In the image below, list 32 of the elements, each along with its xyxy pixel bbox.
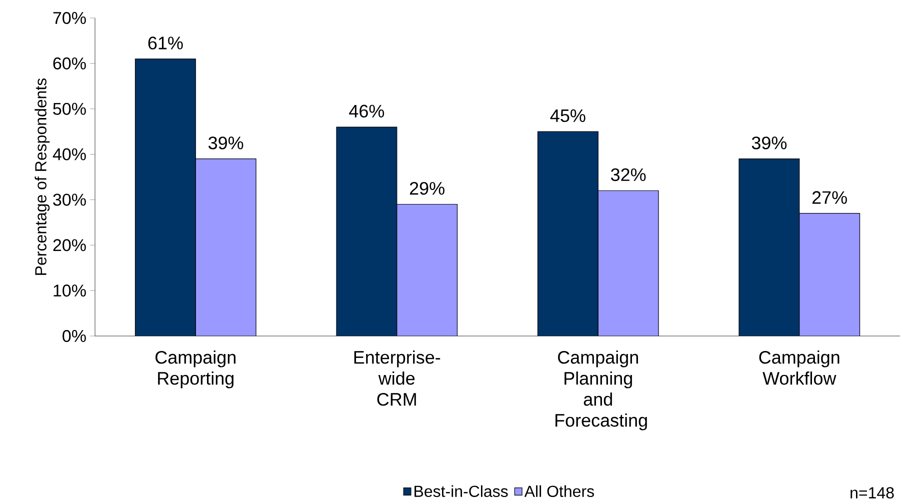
y-tick-label: 50% (53, 102, 86, 115)
bar (396, 204, 458, 336)
data-label: 45% (550, 109, 586, 122)
bar (598, 190, 659, 336)
x-tick-label: Campaign Reporting (156, 350, 236, 388)
y-axis-title: Percentage of Respondents (34, 78, 50, 275)
data-label: 61% (148, 36, 183, 50)
y-tick-label: 30% (53, 194, 86, 206)
data-label: 32% (610, 168, 646, 182)
bar (538, 132, 598, 336)
data-label: 39% (752, 136, 787, 150)
y-tick-label: 20% (53, 239, 86, 252)
bar (135, 58, 196, 336)
x-tick-label: Campaign Planning and Forecasting (556, 350, 647, 430)
bar (336, 127, 397, 336)
data-label: 27% (812, 191, 847, 204)
data-label: 46% (349, 104, 384, 118)
data-label: 29% (410, 182, 444, 195)
bar (738, 158, 800, 336)
legend-label: All Others (524, 485, 594, 498)
y-tick-label: 60% (53, 57, 86, 70)
data-label: 39% (208, 136, 244, 150)
text: n=148 (850, 487, 894, 498)
y-tick-label: 70% (53, 12, 86, 24)
y-tick-label: 10% (54, 284, 86, 297)
x-tick-label: Campaign Workflow (759, 350, 840, 385)
x-tick-label: Enterprise-wide CRM (354, 350, 440, 406)
legend-label: Best-in-Class (414, 485, 508, 498)
y-tick-label: 40% (52, 148, 86, 160)
bar (196, 158, 256, 336)
bar (799, 213, 860, 336)
y-tick-label: 0% (62, 330, 86, 342)
